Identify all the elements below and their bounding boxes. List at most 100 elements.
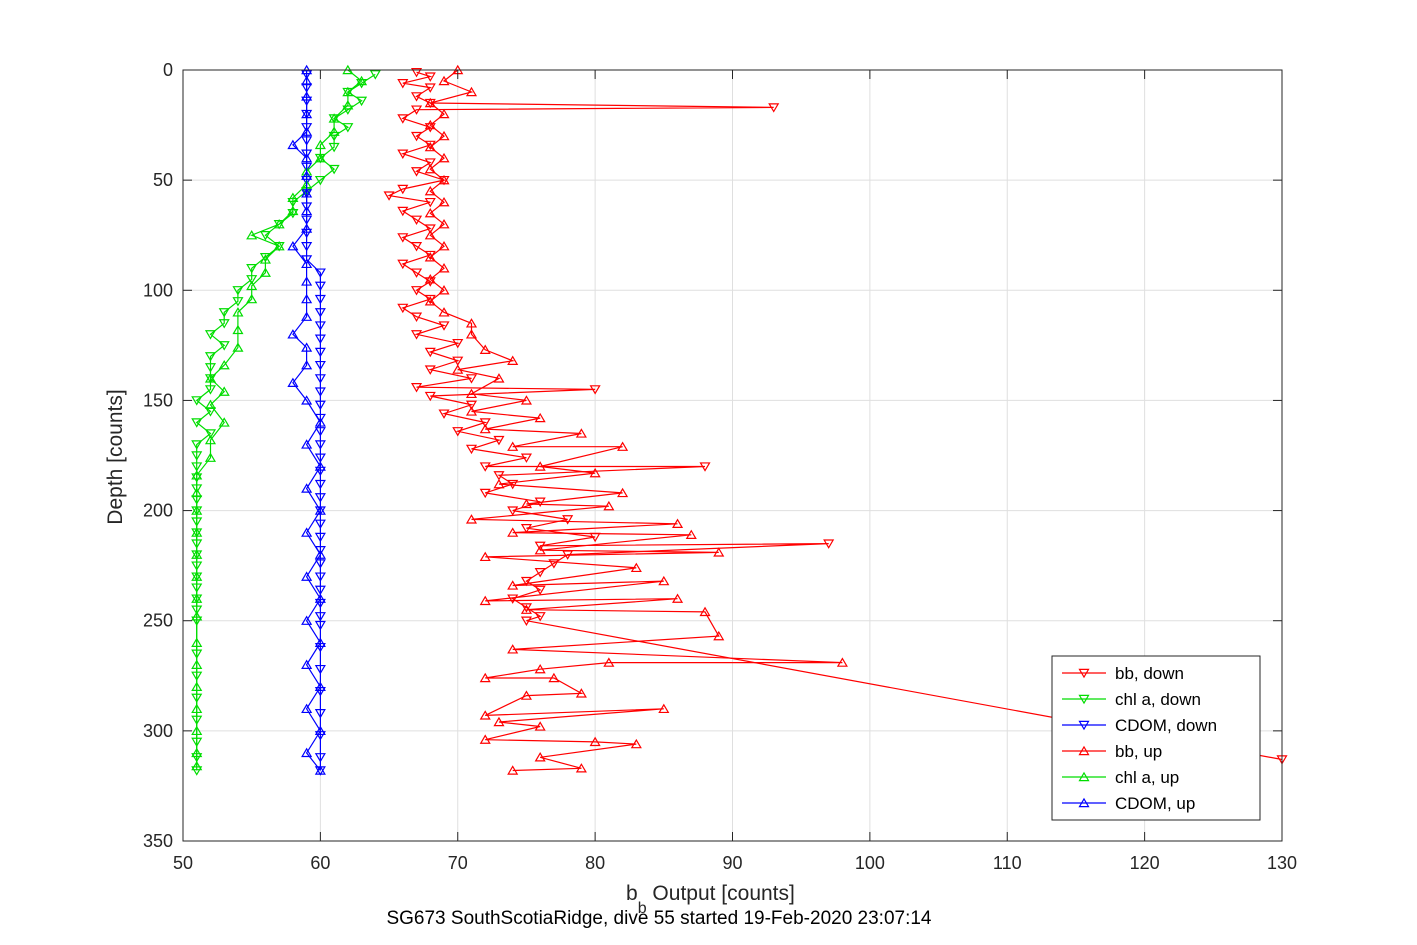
data-point: [301, 311, 313, 321]
data-point: [603, 500, 615, 511]
data-point: [356, 96, 368, 107]
data-point: [301, 659, 313, 669]
data-point: [493, 435, 505, 446]
legend-marker: [1078, 745, 1090, 756]
data-point: [520, 498, 532, 509]
data-point: [534, 544, 546, 555]
data-point: [191, 473, 203, 483]
data-point: [424, 224, 436, 234]
data-point: [507, 355, 519, 365]
data-point: [314, 519, 326, 530]
data-point: [287, 377, 299, 388]
data-point: [465, 514, 478, 524]
data-point: [301, 527, 313, 537]
data-point: [534, 541, 546, 552]
data-point: [534, 663, 546, 674]
data-point: [314, 709, 326, 719]
y-tick-label: 0: [163, 60, 173, 80]
data-point: [191, 571, 203, 581]
data-point: [204, 434, 217, 445]
data-point: [493, 373, 505, 383]
data-point: [410, 167, 423, 177]
data-point: [438, 409, 450, 419]
data-point: [328, 126, 340, 136]
data-point: [424, 163, 436, 174]
data-point: [232, 297, 244, 307]
data-point: [301, 747, 313, 758]
data-point: [548, 559, 560, 569]
data-point: [314, 374, 326, 384]
data-point: [479, 488, 491, 499]
data-point: [465, 318, 478, 328]
data-point: [438, 218, 450, 229]
data-point: [301, 615, 313, 625]
data-point: [713, 630, 725, 641]
data-point: [630, 738, 642, 749]
data-point: [204, 385, 217, 395]
data-point: [575, 688, 587, 698]
data-point: [232, 324, 244, 335]
data-point: [534, 585, 546, 596]
data-point: [603, 657, 615, 667]
data-point: [520, 453, 532, 463]
data-point: [562, 515, 574, 525]
data-point: [658, 703, 670, 714]
data-point: [424, 141, 436, 152]
data-point: [452, 338, 464, 349]
data-point: [301, 136, 313, 146]
data-point: [301, 395, 313, 405]
data-point: [314, 347, 326, 358]
legend: bb, down chl a, down CDOM, down bb, up chl a…: [1051, 655, 1261, 821]
data-point: [314, 493, 326, 503]
x-axis-label-rest: Output [counts]: [647, 882, 795, 905]
data-point: [493, 478, 505, 489]
data-point: [191, 396, 203, 406]
data-point: [438, 130, 450, 141]
data-point: [191, 611, 203, 621]
data-point: [314, 725, 326, 736]
legend-label: CDOM, down: [1115, 716, 1217, 735]
tick-labels: 50 60 70 80 90 100 110 120 130 0 50 100 150 200 250 300…: [143, 60, 1297, 873]
data-point: [465, 444, 478, 455]
legend-entry-chl-a-up: chl a, up: [1062, 768, 1179, 787]
legend-marker: [1078, 797, 1090, 808]
data-point: [328, 113, 340, 123]
data-point: [259, 254, 271, 264]
data-point: [699, 462, 711, 472]
x-tick-label: 60: [310, 853, 330, 873]
data-point: [534, 752, 546, 762]
data-point: [314, 360, 326, 371]
series-line-bb-down: [387, 71, 1283, 761]
legend-label: bb, up: [1115, 742, 1162, 761]
x-tick-label: 130: [1267, 853, 1297, 873]
data-point: [589, 736, 601, 747]
data-point: [301, 439, 313, 449]
data-point: [397, 149, 409, 159]
data-point: [520, 604, 532, 614]
data-point: [424, 207, 436, 218]
data-point: [246, 275, 258, 285]
data-point: [452, 364, 464, 374]
data-point: [452, 427, 464, 437]
data-point: [301, 258, 313, 269]
data-point: [218, 319, 230, 329]
data-point: [424, 347, 436, 358]
data-point: [410, 242, 423, 252]
data-point: [479, 672, 491, 683]
y-tick-label: 300: [143, 721, 173, 741]
legend-entry-bb-up: bb, up: [1062, 742, 1162, 761]
data-point: [301, 170, 313, 180]
data-point: [520, 576, 532, 587]
data-point: [465, 86, 478, 97]
data-point: [713, 547, 725, 557]
data-point: [479, 710, 491, 720]
data-point: [507, 594, 519, 604]
data-point: [232, 342, 244, 352]
data-point: [314, 175, 326, 186]
data-point: [218, 386, 230, 396]
data-point: [218, 359, 230, 370]
data-point: [191, 451, 203, 461]
legend-marker: [1078, 720, 1090, 731]
series-bb-down: [383, 68, 1288, 765]
data-point: [287, 139, 299, 150]
